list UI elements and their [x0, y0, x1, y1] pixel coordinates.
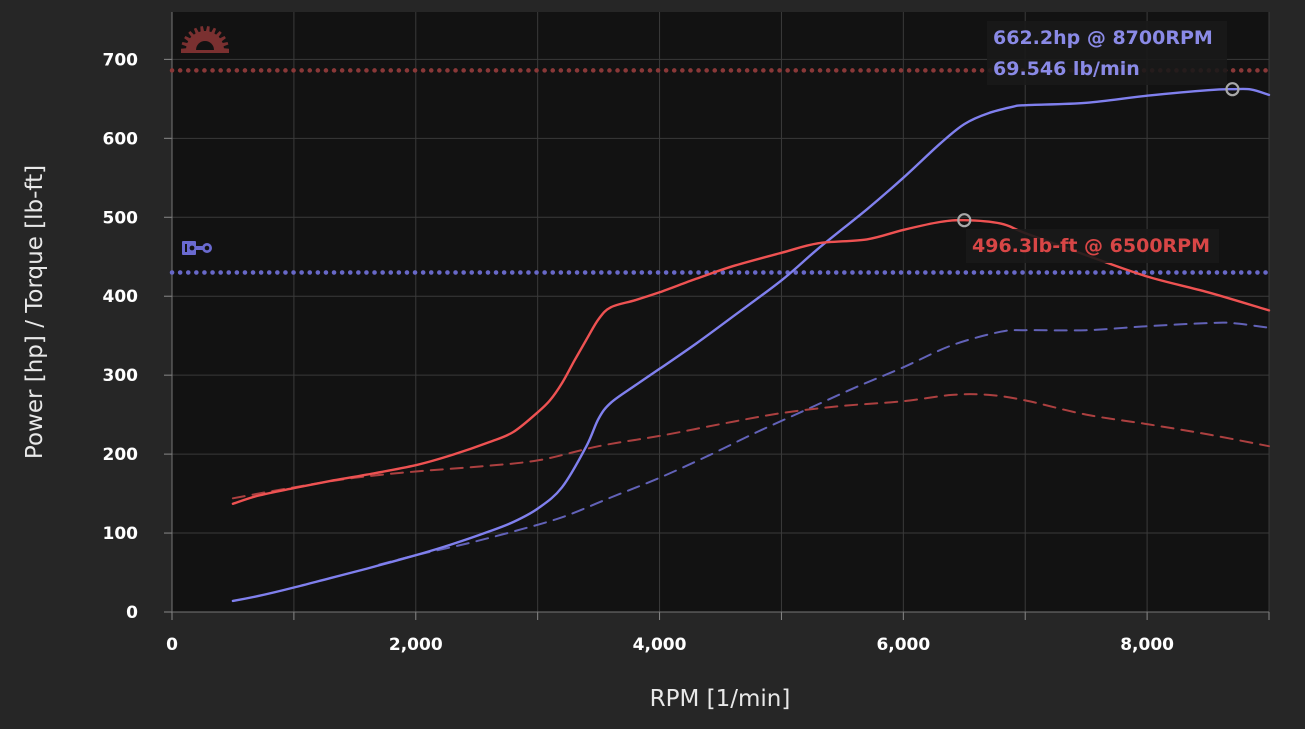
- piston-icon: [182, 241, 212, 255]
- power-peak-label: 662.2hp @ 8700RPM: [993, 27, 1213, 49]
- y-tick-label: 600: [103, 129, 139, 149]
- torque-peak-annotation: 496.3lb-ft @ 6500RPM: [966, 229, 1219, 263]
- y-tick-label: 200: [103, 445, 139, 465]
- series-layer: [231, 87, 1271, 603]
- peak-markers: [957, 82, 1240, 228]
- y-tick-label: 400: [103, 287, 139, 307]
- y-tick-label: 700: [103, 50, 139, 70]
- torque-peak-label: 496.3lb-ft @ 6500RPM: [972, 235, 1210, 257]
- torque-curve: [231, 218, 1271, 505]
- power-peak-marker[interactable]: [1225, 82, 1240, 97]
- gauge-icon: [181, 26, 229, 53]
- y-axis-title: Power [hp] / Torque [lb-ft]: [22, 165, 48, 459]
- x-tick-label: 2,000: [389, 635, 443, 655]
- y-tick-label: 300: [103, 366, 139, 386]
- power-curve: [231, 87, 1271, 603]
- torque-compare-curve: [231, 393, 1270, 500]
- x-axis-ticks: 0 2,000 4,000 6,000 8,000: [166, 635, 1174, 655]
- x-tick-label: 0: [166, 635, 178, 655]
- power-compare-curve: [378, 321, 1270, 566]
- y-axis-ticks: 0 100 200 300 400 500 600 700: [103, 50, 139, 623]
- x-tick-label: 6,000: [876, 635, 930, 655]
- plot-area: [172, 12, 1269, 612]
- y-tick-label: 100: [103, 524, 139, 544]
- x-tick-label: 8,000: [1120, 635, 1174, 655]
- power-peak-annotation: 662.2hp @ 8700RPM 69.546 lb/min: [987, 21, 1227, 85]
- y-tick-label: 500: [103, 208, 139, 228]
- x-tick-label: 4,000: [633, 635, 687, 655]
- power-secondary-label: 69.546 lb/min: [993, 58, 1140, 80]
- x-axis-title: RPM [1/min]: [650, 686, 791, 712]
- torque-peak-marker[interactable]: [957, 213, 972, 228]
- y-tick-label: 0: [126, 603, 138, 623]
